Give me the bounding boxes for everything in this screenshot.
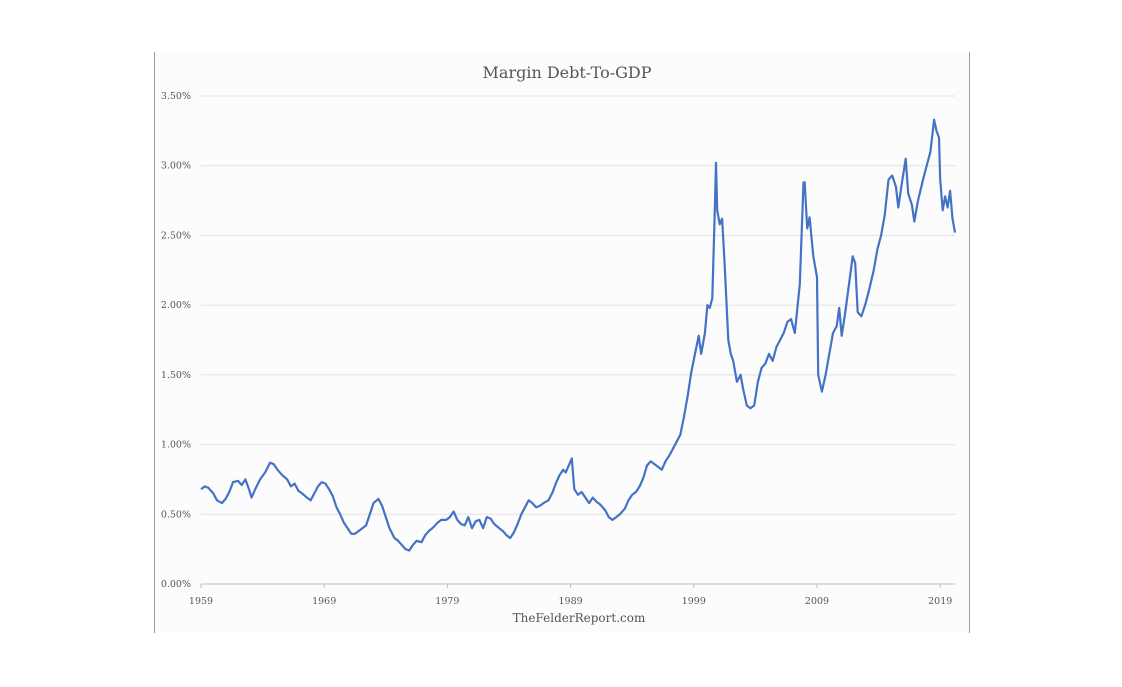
y-tick-label: 2.50% (161, 230, 191, 241)
x-tick-label: 1979 (435, 596, 459, 607)
y-tick-label: 2.00% (161, 300, 191, 311)
series-layer (200, 118, 957, 552)
x-tick-label: 1969 (312, 596, 336, 607)
x-tick-label: 1959 (189, 596, 213, 607)
x-tick-label: 2019 (928, 596, 952, 607)
y-tick-label: 0.50% (161, 509, 191, 520)
y-tick-label: 3.50% (161, 91, 191, 102)
y-tick-label: 1.50% (161, 370, 191, 381)
x-tick-label: 2009 (805, 596, 829, 607)
chart-plot: Margin Debt-To-GDP 0.00% 0.50% 1.00% 1.50% 2… (161, 63, 957, 625)
x-tick-label: 1999 (682, 596, 706, 607)
y-tick-label: 0.00% (161, 579, 191, 590)
source-label: TheFelderReport.com (513, 611, 646, 625)
x-axis-tick-labels: 1959 1969 1979 1989 1999 2009 2019 (189, 584, 952, 607)
series-line-margin-debt-to-gdp (200, 118, 957, 552)
chart-title: Margin Debt-To-GDP (483, 63, 652, 82)
x-tick-label: 1989 (559, 596, 583, 607)
y-tick-label: 3.00% (161, 161, 191, 172)
y-axis-tick-labels: 0.00% 0.50% 1.00% 1.50% 2.00% 2.50% 3.00% 3.50% (161, 91, 191, 590)
chart-frame: Margin Debt-To-GDP 0.00% 0.50% 1.00% 1.50% 2… (154, 52, 970, 633)
gridlines (201, 95, 955, 515)
y-tick-label: 1.00% (161, 440, 191, 451)
